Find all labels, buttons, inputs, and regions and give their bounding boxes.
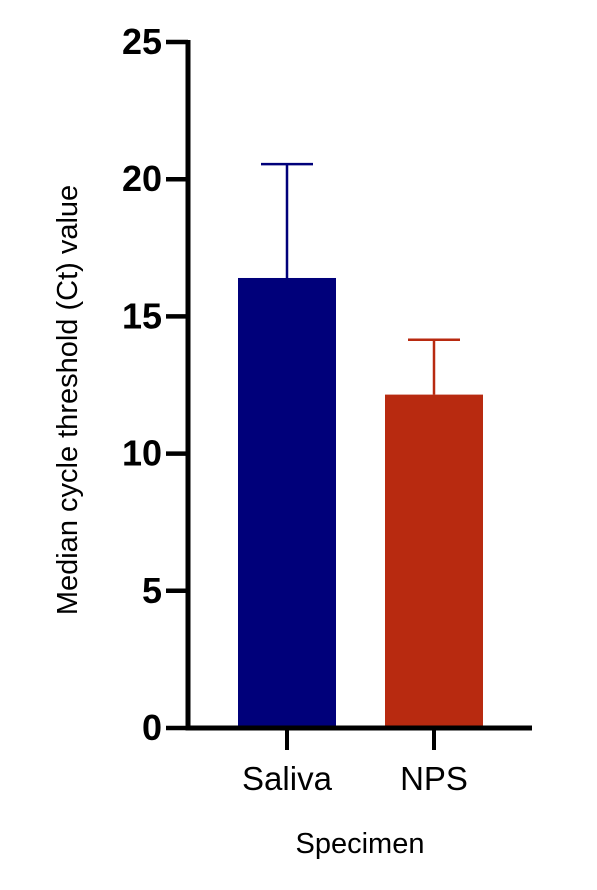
- y-ticks-group: 0 5 10 15 20 25: [122, 21, 188, 748]
- bar-nps: [385, 394, 483, 728]
- axes-group: [185, 40, 532, 731]
- y-axis-title: Median cycle threshold (Ct) value: [52, 185, 84, 615]
- y-tick-label-25: 25: [122, 21, 162, 62]
- bars-group: [238, 277, 483, 728]
- y-tick-label-0: 0: [142, 707, 162, 748]
- x-ticks-group: Saliva NPS: [242, 728, 468, 797]
- y-tick-label-20: 20: [122, 158, 162, 199]
- x-axis-title: Specimen: [296, 828, 425, 860]
- x-tick-label-saliva: Saliva: [242, 760, 333, 797]
- error-bars-group: [261, 162, 460, 395]
- y-tick-label-15: 15: [122, 295, 162, 336]
- x-tick-label-nps: NPS: [400, 760, 468, 797]
- bar-saliva: [238, 277, 336, 728]
- y-tick-label-5: 5: [142, 570, 162, 611]
- y-tick-label-10: 10: [122, 433, 162, 474]
